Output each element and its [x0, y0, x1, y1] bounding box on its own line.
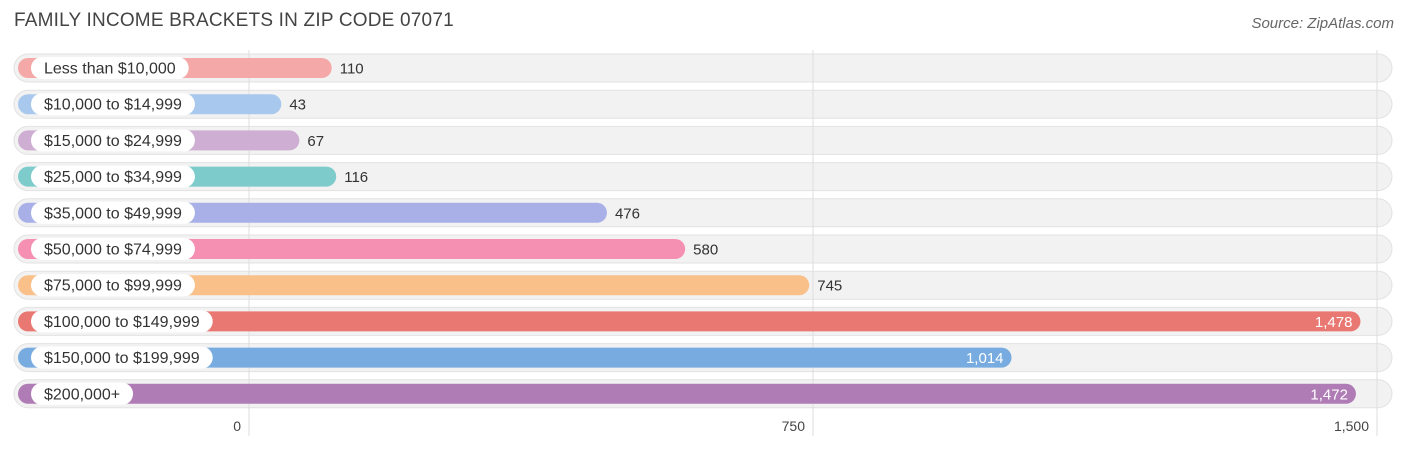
category-label: $15,000 to $24,999	[44, 133, 182, 150]
row-track	[13, 162, 1393, 192]
category-pill	[31, 382, 134, 405]
category-pill	[31, 274, 195, 297]
value-label: 580	[693, 242, 718, 259]
category-label: $10,000 to $14,999	[44, 97, 182, 114]
category-label: $25,000 to $34,999	[44, 169, 182, 186]
chart-title: FAMILY INCOME BRACKETS IN ZIP CODE 07071	[14, 10, 454, 31]
tick-label: 1,500	[1334, 418, 1369, 434]
tick-label: 750	[782, 418, 806, 434]
category-label: Less than $10,000	[44, 61, 176, 78]
value-label: 745	[817, 278, 842, 295]
category-pill	[31, 346, 213, 369]
tick-label: 0	[233, 418, 241, 434]
category-pill	[31, 57, 189, 79]
value-label: 476	[615, 205, 640, 222]
value-label: 1,014	[966, 350, 1004, 367]
value-label: 43	[289, 97, 306, 114]
bar	[18, 311, 1361, 332]
value-label: 110	[340, 61, 364, 78]
value-label: 1,472	[1310, 386, 1348, 403]
category-pill	[31, 93, 195, 116]
row-track	[13, 125, 1393, 155]
value-label: 67	[307, 133, 324, 150]
bar	[18, 347, 1012, 368]
category-label: $75,000 to $99,999	[44, 278, 182, 295]
category-pill	[31, 165, 195, 188]
category-pill	[31, 201, 195, 224]
bar	[18, 383, 1356, 404]
category-label: $50,000 to $74,999	[44, 242, 182, 259]
row-track	[13, 53, 1393, 83]
bar	[18, 275, 810, 296]
category-pill	[31, 238, 195, 260]
chart-source: Source: ZipAtlas.com	[1251, 15, 1394, 32]
category-label: $150,000 to $199,999	[44, 350, 200, 367]
x-axis-ticks: 0 750 1,500	[233, 418, 1369, 434]
value-label: 116	[344, 169, 368, 186]
value-label: 1,478	[1315, 314, 1353, 331]
category-label: $200,000+	[44, 386, 120, 403]
category-label: $100,000 to $149,999	[44, 314, 200, 331]
row-track	[13, 89, 1393, 119]
category-label: $35,000 to $49,999	[44, 205, 182, 222]
category-pill	[31, 129, 195, 152]
category-pill	[31, 310, 213, 333]
